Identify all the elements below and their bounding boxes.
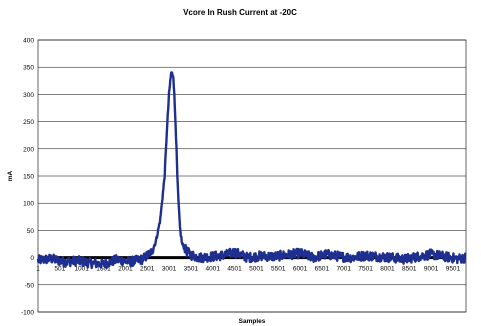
x-tick-label: 5001 — [249, 266, 264, 273]
x-tick-label: 4001 — [205, 266, 220, 273]
x-tick-label: 1 — [36, 266, 40, 273]
x-tick-label: 9001 — [424, 266, 439, 273]
x-tick-label: 501 — [54, 266, 65, 273]
x-tick-label: 1501 — [96, 266, 111, 273]
x-tick-label: 3001 — [162, 266, 177, 273]
x-tick-label: 6001 — [293, 266, 308, 273]
x-axis-ticks: 1 501 1001 1501 2001 2501 3001 3501 4001 4501 5001… — [36, 266, 460, 273]
y-tick-label: 150 — [23, 174, 34, 181]
x-tick-label: 2001 — [118, 266, 133, 273]
y-axis-label: mA — [7, 170, 14, 181]
y-tick-label: 250 — [23, 119, 34, 126]
y-tick-label: 400 — [23, 38, 34, 45]
y-tick-label: 0 — [30, 255, 34, 262]
x-axis-label: Samples — [239, 318, 266, 325]
x-tick-label: 5501 — [271, 266, 286, 273]
x-tick-label: 8001 — [380, 266, 395, 273]
y-axis-ticks: 400 350 300 250 200 150 100 50 0 -50 -100 — [21, 38, 34, 317]
x-tick-label: 4501 — [227, 266, 242, 273]
y-tick-label: 50 — [27, 228, 35, 235]
y-tick-label: -100 — [21, 310, 34, 317]
x-tick-label: 7501 — [358, 266, 373, 273]
x-tick-label: 9501 — [446, 266, 461, 273]
y-tick-label: 200 — [23, 146, 34, 153]
y-tick-label: 350 — [23, 65, 34, 72]
x-tick-label: 8501 — [402, 266, 417, 273]
plot-area — [37, 39, 467, 313]
series-line — [36, 71, 467, 270]
x-tick-label: 6501 — [315, 266, 330, 273]
chart-title: Vcore In Rush Current at -20C — [183, 8, 297, 17]
x-tick-label: 2501 — [140, 266, 155, 273]
x-tick-label: 7001 — [337, 266, 352, 273]
x-tick-label: 1001 — [74, 266, 89, 273]
y-tick-label: 100 — [23, 201, 34, 208]
y-tick-label: -50 — [25, 282, 35, 289]
x-tick-label: 3501 — [184, 266, 199, 273]
y-tick-label: 300 — [23, 92, 34, 99]
